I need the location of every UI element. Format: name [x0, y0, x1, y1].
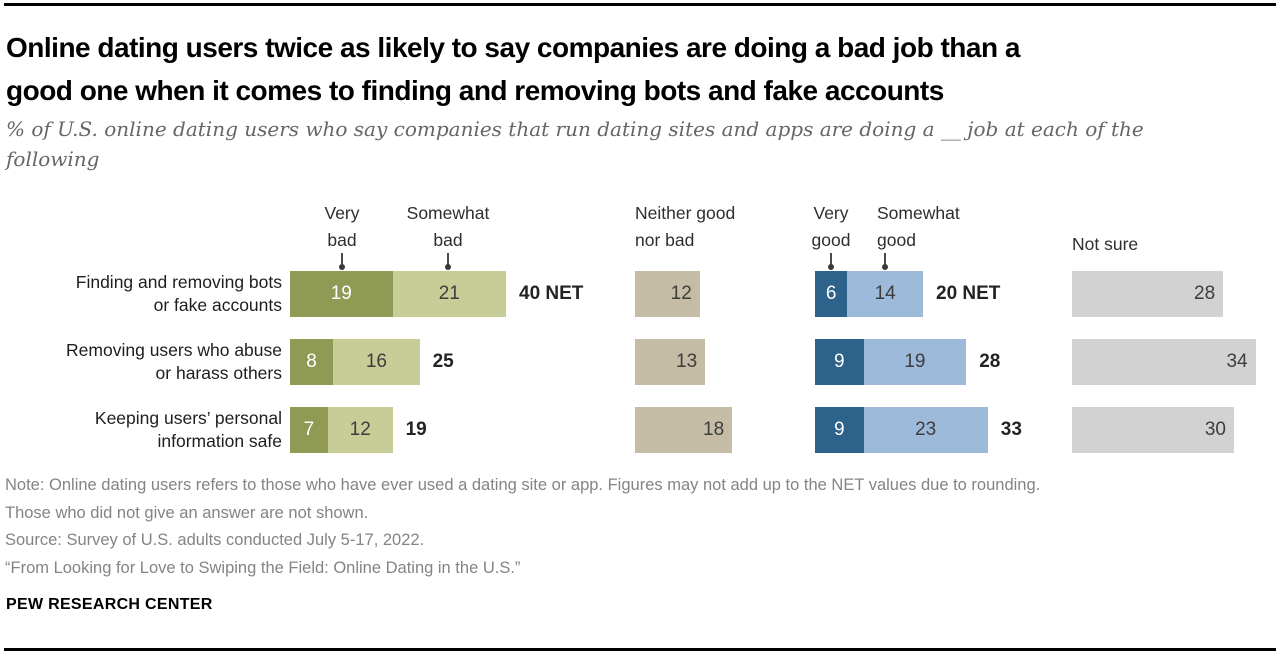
net-good-label: 20 NET	[936, 283, 1001, 304]
bar-segment-not-sure: 28	[1072, 271, 1224, 317]
bar-segment-somewhat-good: 14	[847, 271, 923, 317]
pointer-dot-somewhat-bad	[445, 264, 451, 270]
column-header-very-bad: Very bad	[324, 203, 360, 250]
bar-segment-neither: 12	[635, 271, 700, 317]
pointer-dot-very-good	[828, 264, 834, 270]
report-title-text: “From Looking for Love to Swiping the Fi…	[5, 558, 521, 577]
column-header-very-good: Very good	[811, 203, 851, 250]
column-header-somewhat-good: Somewhat good	[877, 203, 960, 250]
net-good-label: 33	[1000, 419, 1022, 440]
bar-segment-neither: 18	[635, 407, 733, 453]
pointer-line-somewhat-good	[884, 253, 886, 266]
bar-segment-very-bad: 19	[290, 271, 393, 317]
bar-segment-somewhat-bad: 16	[333, 339, 420, 385]
note-text: Note: Online dating users refers to thos…	[5, 476, 1041, 522]
net-good-label: 28	[979, 351, 1001, 372]
net-bad-label: 40 NET	[519, 283, 584, 304]
footer: Note: Online dating users refers to thos…	[5, 472, 1277, 582]
column-header-somewhat-bad: Somewhat bad	[406, 203, 490, 250]
pointer-dot-somewhat-good	[882, 264, 888, 270]
bar-segment-not-sure: 30	[1072, 407, 1234, 453]
bar-segment-somewhat-bad: 12	[327, 407, 393, 453]
category-label: Keeping users’ personal information safe	[94, 408, 282, 451]
bar-segment-very-good: 6	[815, 271, 848, 317]
pointer-line-somewhat-bad	[447, 253, 449, 266]
chart-title: Online dating users twice as likely to s…	[6, 32, 1020, 106]
top-rule	[4, 3, 1276, 6]
bar-segment-somewhat-good: 23	[863, 407, 988, 453]
pointer-dot-very-bad	[339, 264, 345, 270]
pointer-line-very-good	[830, 253, 832, 266]
bar-segment-somewhat-bad: 21	[392, 271, 506, 317]
pointer-line-very-bad	[341, 253, 343, 266]
bar-segment-neither: 13	[635, 339, 706, 385]
bar-segment-not-sure: 34	[1072, 339, 1256, 385]
column-header-neither-good-nor-bad: Neither good nor bad	[635, 203, 736, 250]
bar-segment-very-bad: 8	[290, 339, 334, 385]
category-label: Finding and removing bots or fake accoun…	[75, 272, 282, 315]
brand-label: PEW RESEARCH CENTER	[6, 596, 213, 613]
category-label: Removing users who abuse or harass other…	[66, 340, 282, 383]
source-text: Source: Survey of U.S. adults conducted …	[5, 531, 425, 549]
bar-segment-somewhat-good: 19	[863, 339, 967, 385]
bar-segment-very-good: 9	[815, 407, 864, 453]
chart-subtitle: % of U.S. online dating users who say co…	[6, 117, 1144, 171]
net-bad-label: 25	[432, 351, 454, 372]
net-bad-label: 19	[405, 419, 427, 440]
bottom-rule	[4, 648, 1276, 651]
bar-segment-very-good: 9	[815, 339, 864, 385]
column-header-not-sure: Not sure	[1072, 234, 1139, 254]
bar-segment-very-bad: 7	[290, 407, 328, 453]
